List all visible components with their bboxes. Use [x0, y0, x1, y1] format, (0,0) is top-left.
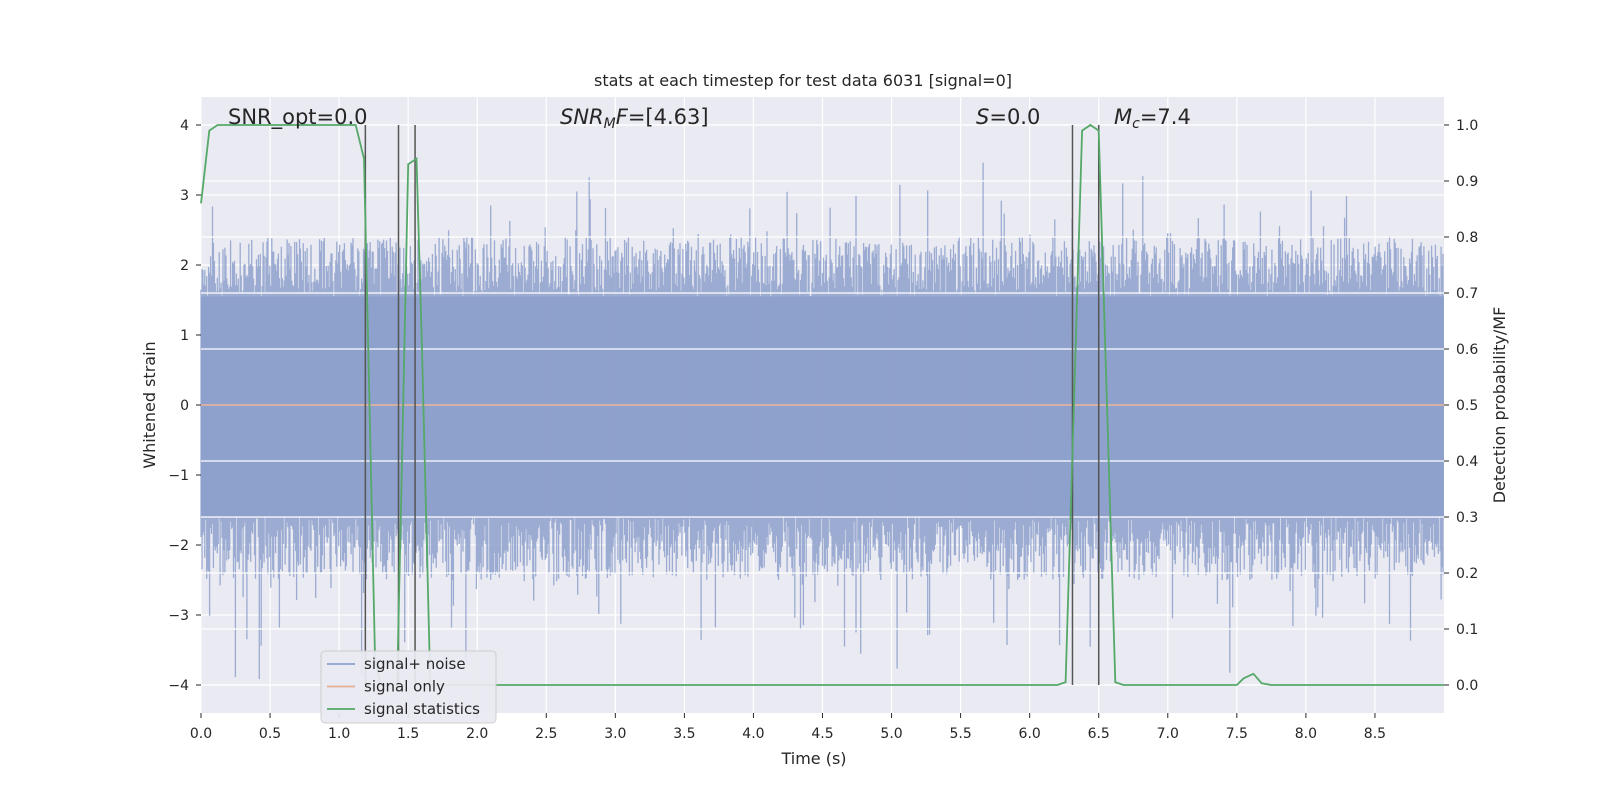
y-right-tick-label: 0.1	[1456, 622, 1478, 638]
x-tick-label: 2.0	[466, 726, 488, 742]
y-left-tick-label: 4	[180, 118, 189, 134]
x-tick-label: 1.0	[328, 726, 350, 742]
right-y-axis-ticks: 1.0 0.9 0.8 0.7 0.6 0.5 0.4 0.3 0.2 0.1 0.0	[1444, 118, 1478, 694]
x-tick-label: 8.0	[1295, 726, 1317, 742]
annotation-snr-opt: SNR_opt=0.0	[228, 105, 368, 130]
y-right-tick-label: 0.4	[1456, 454, 1478, 470]
x-tick-label: 7.5	[1226, 726, 1248, 742]
x-axis-label: Time (s)	[780, 749, 846, 768]
chart-title: stats at each timestep for test data 603…	[594, 71, 1012, 90]
signal-statistics-series	[200, 123, 1444, 686]
x-tick-label: 5.5	[949, 726, 971, 742]
left-y-axis-ticks: 4 3 2 1 0 −1 −2 −3 −4	[168, 118, 201, 694]
annotation-snr-mf-suffix: F	[616, 105, 629, 129]
y-left-tick-label: 3	[180, 188, 189, 204]
x-tick-label: 7.0	[1157, 726, 1179, 742]
left-y-axis-label: Whitened strain	[140, 341, 159, 468]
legend-label: signal+ noise	[364, 655, 466, 673]
annotation-snr-mf-sub: M	[604, 116, 616, 132]
annotation-s-value: =0.0	[989, 105, 1040, 129]
annotation-mc: Mc=7.4	[1114, 105, 1191, 132]
legend-label: signal only	[364, 678, 445, 696]
y-right-tick-label: 0.9	[1456, 174, 1478, 190]
signal-noise-series	[200, 162, 1444, 680]
annotation-mc-value: =7.4	[1140, 105, 1191, 129]
legend-label: signal statistics	[364, 700, 480, 718]
x-tick-label: 6.0	[1019, 726, 1041, 742]
x-tick-label: 4.5	[811, 726, 833, 742]
x-axis-ticks: 0.0 0.5 1.0 1.5 2.0 2.5 3.0 3.5 4.0 4.5 5.0 5.5 6.0 6…	[190, 713, 1386, 742]
y-right-tick-label: 0.7	[1456, 286, 1478, 302]
y-left-tick-label: −2	[168, 538, 189, 554]
signal-noise-core	[201, 296, 1444, 517]
y-left-tick-label: 0	[180, 398, 189, 414]
right-y-axis-label: Detection probability/MF	[1490, 307, 1509, 504]
annotation-snr-mf-value: =[4.63]	[628, 105, 709, 129]
annotation-snr-mf-prefix: SNR	[560, 105, 604, 129]
x-tick-label: 3.0	[604, 726, 626, 742]
y-right-tick-label: 0.0	[1456, 678, 1478, 694]
x-tick-label: 6.5	[1088, 726, 1110, 742]
x-tick-label: 2.5	[535, 726, 557, 742]
x-tick-label: 1.5	[397, 726, 419, 742]
annotation-s-symbol: S	[976, 105, 989, 129]
y-right-tick-label: 0.5	[1456, 398, 1478, 414]
x-tick-label: 0.0	[190, 726, 212, 742]
legend-box	[320, 650, 497, 724]
x-tick-label: 4.0	[742, 726, 764, 742]
y-left-tick-label: 1	[180, 328, 189, 344]
y-left-tick-label: −3	[168, 608, 189, 624]
y-right-tick-label: 1.0	[1456, 118, 1478, 134]
signal-statistics-line	[200, 123, 1444, 686]
x-tick-label: 5.0	[880, 726, 902, 742]
y-left-tick-label: 2	[180, 258, 189, 274]
annotation-s: S=0.0	[976, 105, 1040, 129]
legend: signal+ noise signal only signal statistic…	[320, 650, 497, 724]
x-tick-label: 3.5	[673, 726, 695, 742]
x-tick-label: 0.5	[259, 726, 281, 742]
annotation-mc-sub: c	[1132, 116, 1140, 132]
y-right-tick-label: 0.6	[1456, 342, 1478, 358]
y-right-tick-label: 0.3	[1456, 510, 1478, 526]
y-right-tick-label: 0.2	[1456, 566, 1478, 582]
y-left-tick-label: −1	[168, 468, 189, 484]
y-right-tick-label: 0.8	[1456, 230, 1478, 246]
annotation-mc-symbol: M	[1114, 105, 1132, 129]
annotation-snr-mf: SNRMF=[4.63]	[560, 105, 709, 132]
y-left-tick-label: −4	[168, 678, 189, 694]
x-tick-label: 8.5	[1364, 726, 1386, 742]
